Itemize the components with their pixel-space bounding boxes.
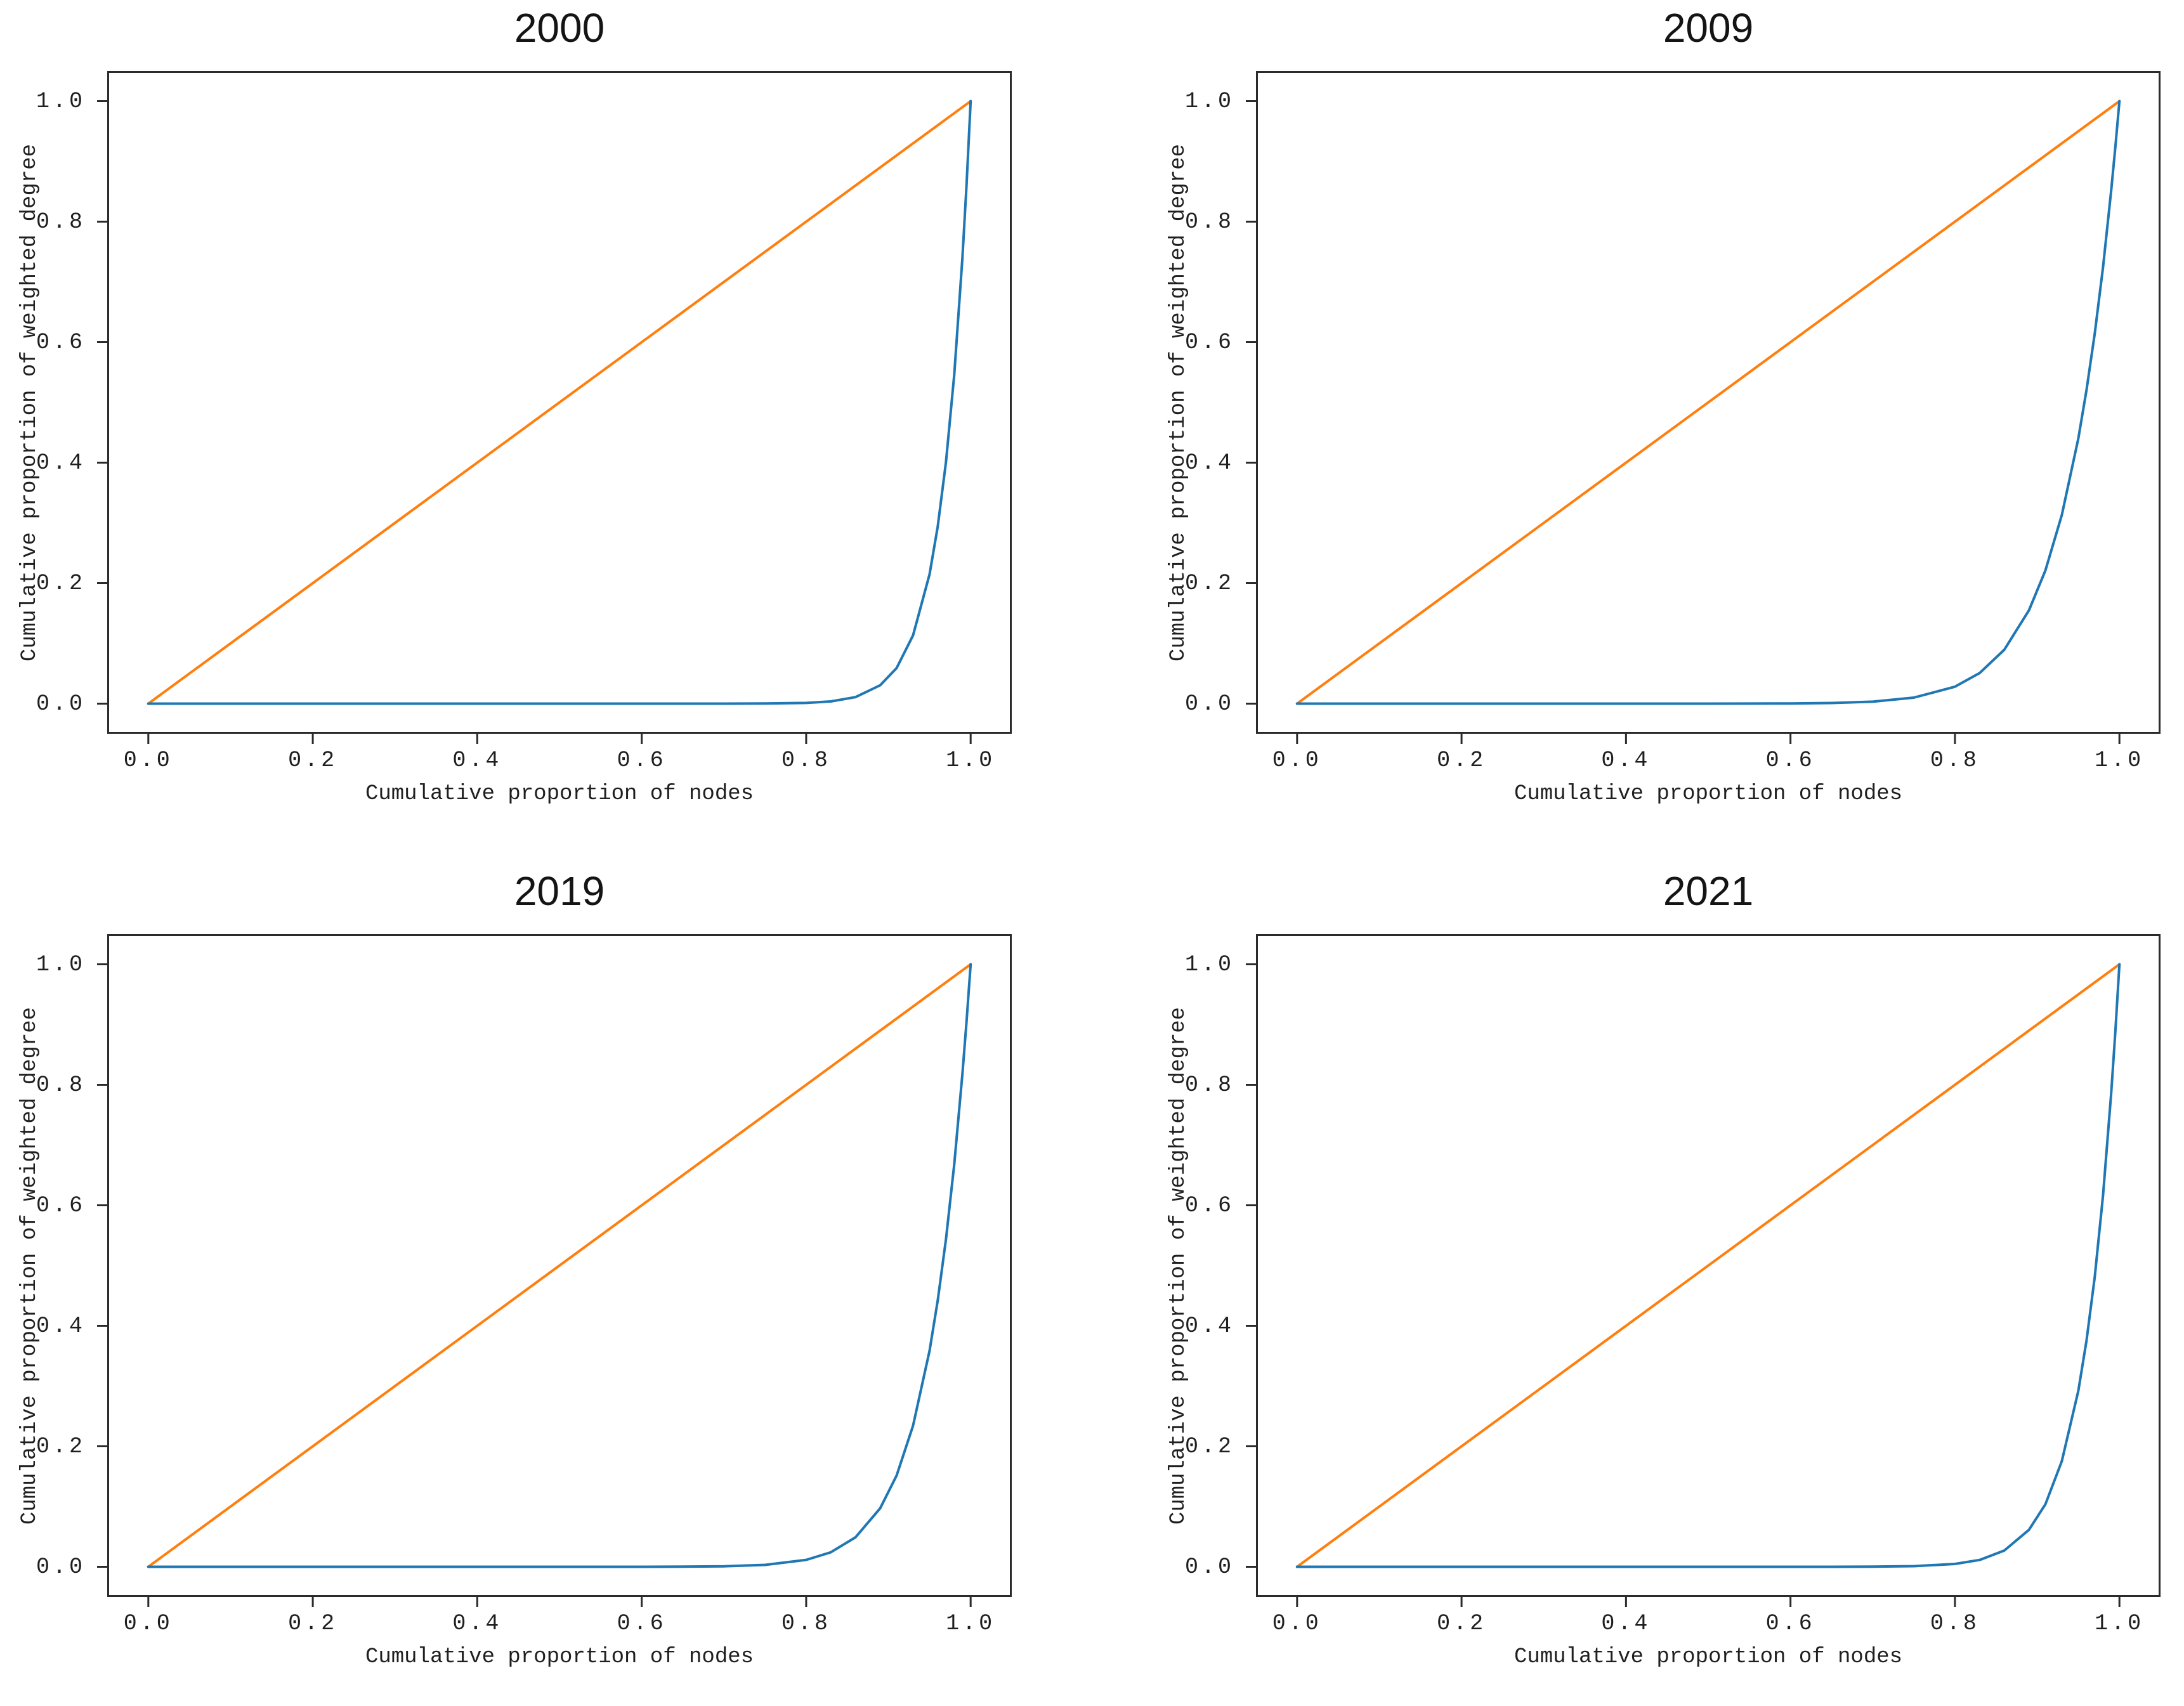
lorenz-curve xyxy=(1295,100,2121,705)
chart-canvas xyxy=(97,934,1012,1607)
chart-canvas xyxy=(97,71,1012,744)
subplot-2009: 2009 Cumulative proportion of weighted d… xyxy=(1167,5,2161,806)
y-tick-label: 0.2 xyxy=(1184,1433,1234,1459)
subplot-title: 2019 xyxy=(514,868,605,914)
x-tick-label: 1.0 xyxy=(2095,748,2145,773)
x-tick-label: 0.6 xyxy=(1765,748,1815,773)
x-tick-label: 1.0 xyxy=(946,748,996,773)
x-tick-label: 1.0 xyxy=(946,1611,996,1636)
equality-line xyxy=(1295,963,2121,1568)
x-tick-label: 0.8 xyxy=(1930,748,1980,773)
x-tick-label: 0.2 xyxy=(288,1611,338,1636)
y-tick-label: 1.0 xyxy=(1184,951,1234,977)
x-tick-labels: 0.0 0.2 0.4 0.6 0.8 1.0 xyxy=(1256,748,2161,777)
subplot-2021: 2021 Cumulative proportion of weighted d… xyxy=(1167,868,2161,1669)
y-tick-label: 0.4 xyxy=(1184,1313,1234,1339)
x-tick-label: 0.0 xyxy=(123,1611,173,1636)
y-tick-labels: 0.0 0.2 0.4 0.6 0.8 1.0 xyxy=(1120,934,1234,1597)
chart-canvas xyxy=(1246,934,2161,1607)
y-tick-labels: 0.0 0.2 0.4 0.6 0.8 1.0 xyxy=(0,934,86,1597)
x-tick-label: 0.2 xyxy=(1437,1611,1487,1636)
y-tick-label: 1.0 xyxy=(36,951,86,977)
x-tick-labels: 0.0 0.2 0.4 0.6 0.8 1.0 xyxy=(107,1611,1012,1640)
y-tick-label: 0.8 xyxy=(36,1072,86,1098)
y-tick-label: 0.0 xyxy=(1184,1554,1234,1580)
y-tick-label: 0.0 xyxy=(36,691,86,717)
y-tick-label: 0.2 xyxy=(36,570,86,596)
x-tick-label: 0.8 xyxy=(1930,1611,1980,1636)
y-tick-label: 0.4 xyxy=(36,450,86,476)
y-tick-label: 0.2 xyxy=(36,1433,86,1459)
x-tick-label: 0.6 xyxy=(617,748,667,773)
plot-frame xyxy=(1256,71,2161,734)
chart-canvas xyxy=(1246,71,2161,744)
x-axis-label: Cumulative proportion of nodes xyxy=(365,782,754,806)
y-tick-label: 1.0 xyxy=(1184,88,1234,114)
x-tick-label: 0.0 xyxy=(123,748,173,773)
subplot-title: 2021 xyxy=(1663,868,1754,914)
y-tick-label: 0.8 xyxy=(36,209,86,235)
lorenz-curve xyxy=(147,100,972,705)
subplot-title: 2000 xyxy=(514,5,605,51)
y-tick-labels: 0.0 0.2 0.4 0.6 0.8 1.0 xyxy=(0,71,86,734)
subplot-2019: 2019 Cumulative proportion of weighted d… xyxy=(18,868,1012,1669)
subplot-title: 2009 xyxy=(1663,5,1754,51)
x-tick-labels: 0.0 0.2 0.4 0.6 0.8 1.0 xyxy=(1256,1611,2161,1640)
subplot-2000: 2000 Cumulative proportion of weighted d… xyxy=(18,5,1012,806)
x-tick-label: 0.4 xyxy=(1601,748,1651,773)
equality-line xyxy=(1295,100,2121,705)
x-tick-label: 0.0 xyxy=(1272,748,1322,773)
lorenz-curve xyxy=(147,963,972,1568)
x-axis-label: Cumulative proportion of nodes xyxy=(1514,782,1903,806)
y-tick-label: 0.4 xyxy=(1184,450,1234,476)
x-tick-label: 0.8 xyxy=(781,1611,831,1636)
x-tick-label: 0.2 xyxy=(288,748,338,773)
y-tick-label: 0.8 xyxy=(1184,1072,1234,1098)
equality-line xyxy=(147,963,972,1568)
y-tick-label: 1.0 xyxy=(36,88,86,114)
x-tick-label: 0.4 xyxy=(452,748,502,773)
y-tick-label: 0.6 xyxy=(1184,1192,1234,1218)
lorenz-curve xyxy=(1295,963,2121,1568)
x-axis-label: Cumulative proportion of nodes xyxy=(1514,1645,1903,1669)
x-tick-label: 0.6 xyxy=(617,1611,667,1636)
x-tick-label: 0.8 xyxy=(781,748,831,773)
x-tick-labels: 0.0 0.2 0.4 0.6 0.8 1.0 xyxy=(107,748,1012,777)
x-tick-label: 0.4 xyxy=(1601,1611,1651,1636)
plot-frame xyxy=(107,934,1012,1597)
y-tick-label: 0.2 xyxy=(1184,570,1234,596)
y-tick-label: 0.8 xyxy=(1184,209,1234,235)
plot-frame xyxy=(1256,934,2161,1597)
x-tick-label: 1.0 xyxy=(2095,1611,2145,1636)
plot-frame xyxy=(107,71,1012,734)
x-axis-label: Cumulative proportion of nodes xyxy=(365,1645,754,1669)
x-tick-label: 0.4 xyxy=(452,1611,502,1636)
x-tick-label: 0.2 xyxy=(1437,748,1487,773)
y-tick-label: 0.6 xyxy=(1184,329,1234,355)
x-tick-label: 0.0 xyxy=(1272,1611,1322,1636)
y-tick-label: 0.0 xyxy=(1184,691,1234,717)
y-tick-label: 0.6 xyxy=(36,329,86,355)
y-tick-label: 0.4 xyxy=(36,1313,86,1339)
equality-line xyxy=(147,100,972,705)
y-tick-labels: 0.0 0.2 0.4 0.6 0.8 1.0 xyxy=(1120,71,1234,734)
y-tick-label: 0.6 xyxy=(36,1192,86,1218)
y-tick-label: 0.0 xyxy=(36,1554,86,1580)
x-tick-label: 0.6 xyxy=(1765,1611,1815,1636)
